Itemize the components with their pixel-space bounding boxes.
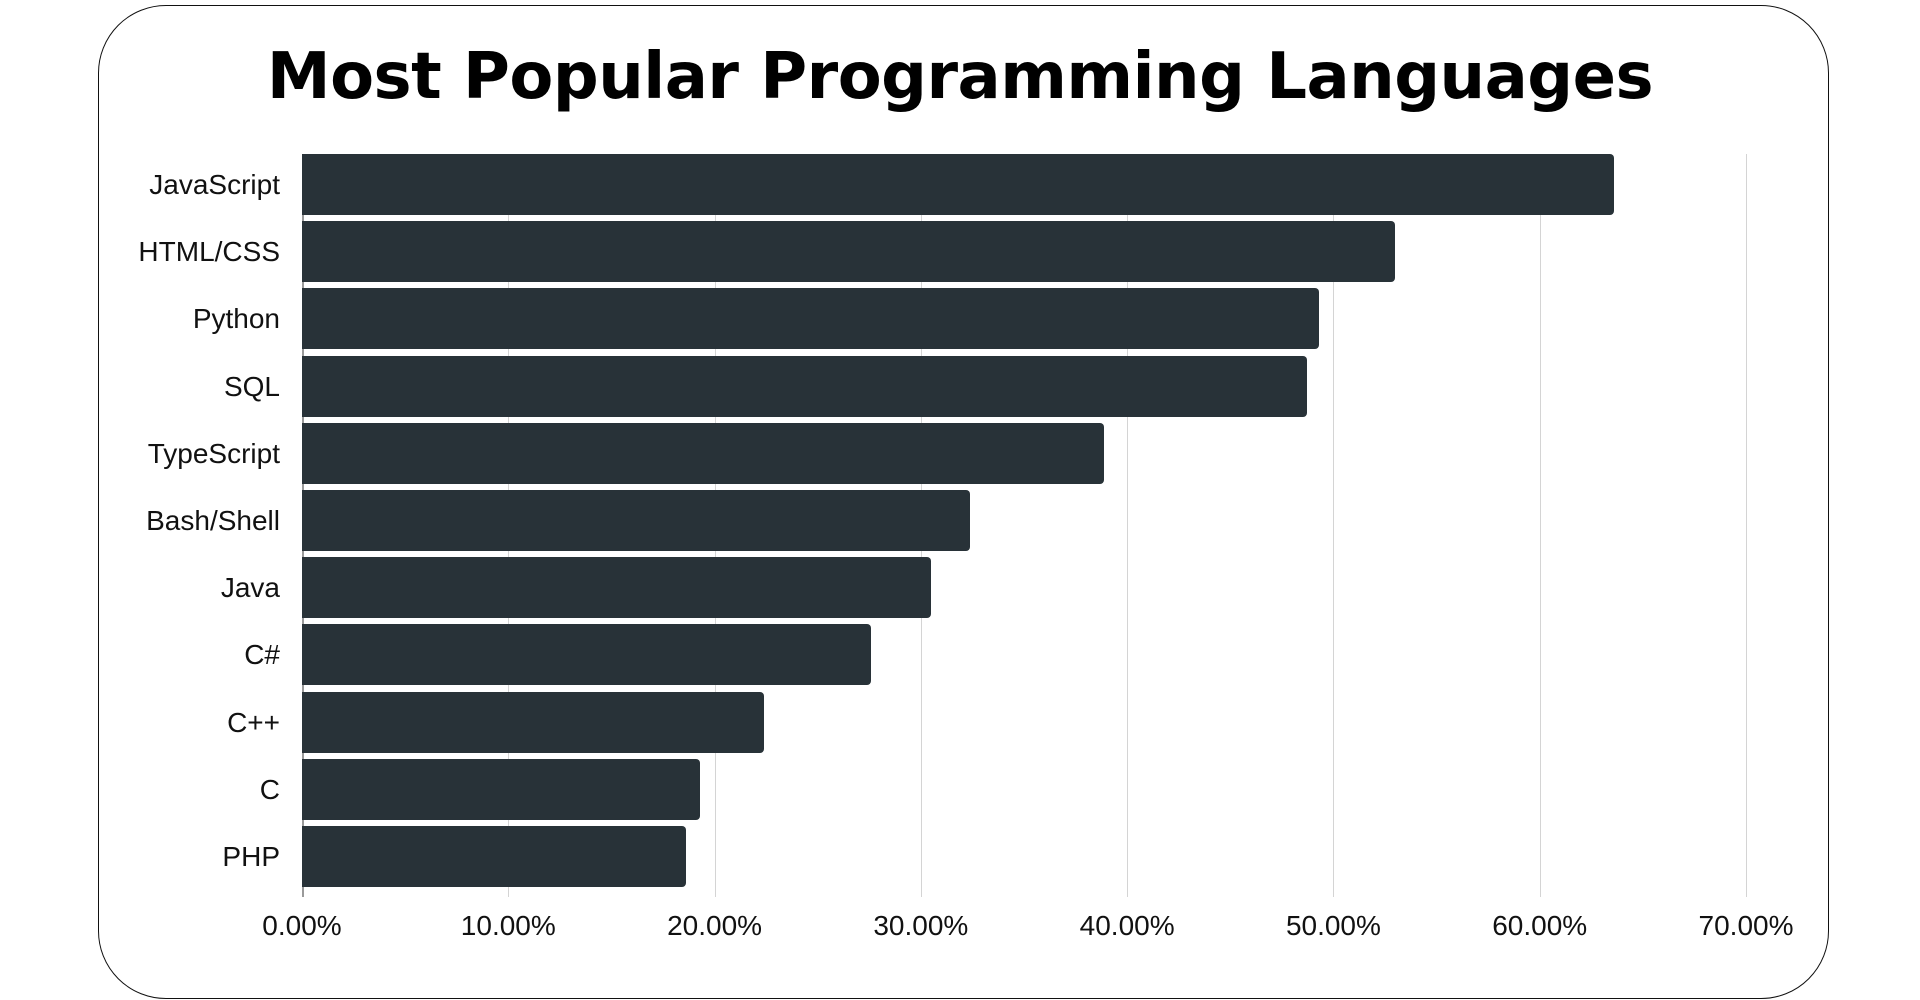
bar-c- <box>302 691 765 753</box>
bar-php <box>302 826 686 887</box>
bar-c- <box>302 624 872 686</box>
gridline <box>1746 154 1747 897</box>
y-category-label: TypeScript <box>147 437 280 469</box>
gridline <box>1539 154 1541 897</box>
chart-title: Most Popular Programming Languages <box>266 40 1654 114</box>
x-tick-label: 70.00% <box>1698 910 1794 941</box>
x-tick-label: 30.00% <box>873 910 969 941</box>
gridline <box>1127 154 1129 897</box>
y-category-label: PHP <box>222 841 280 872</box>
x-tick-label: 60.00% <box>1492 910 1588 941</box>
y-category-label: Bash/Shell <box>146 505 280 536</box>
y-category-label: Python <box>192 303 280 335</box>
y-category-label: Java <box>220 572 280 604</box>
y-category-label: C <box>259 773 280 805</box>
x-tick-label: 20.00% <box>667 910 763 941</box>
bar-python <box>302 288 1319 350</box>
y-category-label: SQL <box>223 370 280 402</box>
y-category-label: HTML/CSS <box>138 236 280 268</box>
y-category-label: C# <box>244 639 280 671</box>
bar-bash-shell <box>302 490 971 551</box>
bar-c <box>302 758 701 820</box>
gridline <box>1333 154 1335 897</box>
x-tick-label: 40.00% <box>1079 910 1175 941</box>
plot-area: 0.00% 10.00% 20.00% 30.00% 40.00% 50.00% 60.00… <box>262 154 1793 941</box>
bar-java <box>302 557 932 619</box>
bar-html-css <box>302 221 1396 283</box>
y-category-label: JavaScript <box>149 169 280 200</box>
x-tick-label: 50.00% <box>1285 910 1381 941</box>
bar-sql <box>302 355 1307 417</box>
bar-typescript <box>302 422 1105 484</box>
x-tick-label: 0.00% <box>262 910 342 941</box>
x-tick-label: 10.00% <box>460 910 556 941</box>
bar-javascript <box>302 154 1614 215</box>
y-category-label: C++ <box>227 706 280 738</box>
